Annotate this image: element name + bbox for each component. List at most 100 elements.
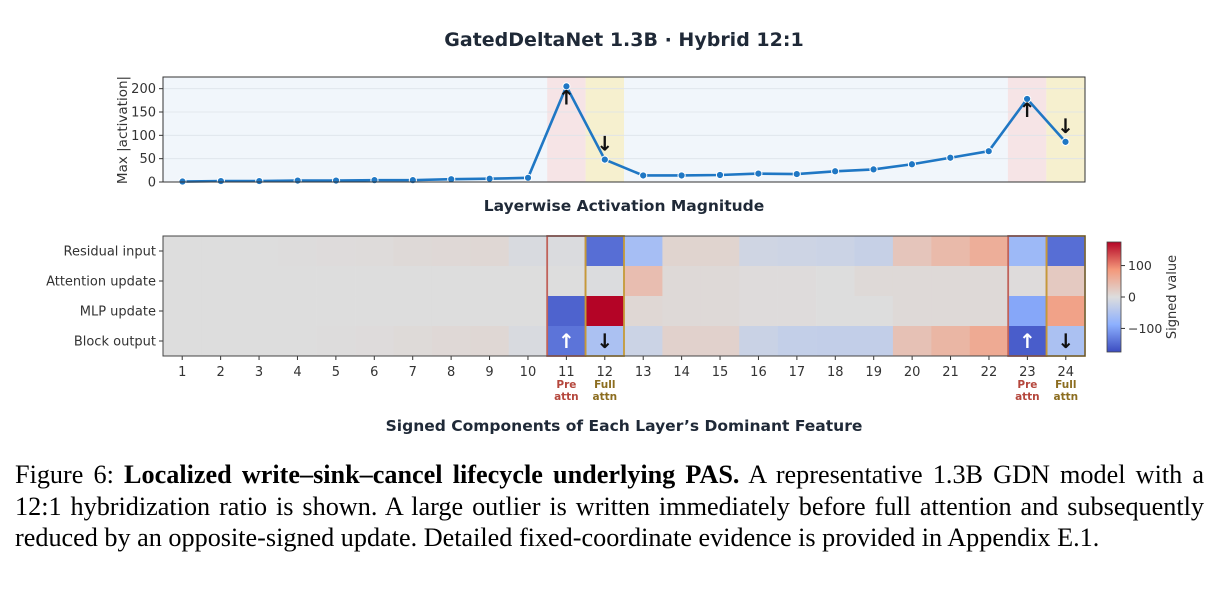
data-point xyxy=(370,176,379,185)
data-point xyxy=(792,169,801,179)
heatmap-cell xyxy=(624,326,663,357)
column-label: 16 xyxy=(750,365,767,380)
heatmap-cell xyxy=(163,266,202,297)
heatmap-cell xyxy=(585,236,625,267)
column-label: 22 xyxy=(981,365,998,380)
column-label: 17 xyxy=(789,365,806,380)
y-tick-label: 150 xyxy=(131,106,156,121)
column-label: 23 xyxy=(1019,365,1036,380)
heatmap-cell xyxy=(201,326,241,357)
data-point xyxy=(523,173,533,182)
top-y-axis-label: Max |activation| xyxy=(115,76,131,184)
heatmap-cell xyxy=(547,266,586,297)
heatmap-cell xyxy=(700,296,740,327)
line-arrow-marker: ↑ xyxy=(1019,98,1036,122)
column-label: 4 xyxy=(293,365,301,380)
full-attn-sublabel: Full attn xyxy=(592,379,617,403)
heatmap-cell xyxy=(892,296,932,327)
heatmap-cell xyxy=(508,266,548,297)
heatmap-cell xyxy=(1046,236,1086,267)
heatmap-cell xyxy=(163,326,202,357)
heatmap-cell xyxy=(777,266,817,297)
heatmap-cell xyxy=(431,266,471,297)
heatmap-cell xyxy=(931,236,971,267)
heatmap-cell xyxy=(547,236,586,267)
heatmap-cell xyxy=(624,296,663,327)
heatmap-cell xyxy=(1008,266,1047,297)
heatmap-cell xyxy=(316,236,356,267)
y-tick-label: 200 xyxy=(131,82,156,97)
heatmap-cell xyxy=(470,296,510,327)
heatmap-cell xyxy=(931,266,971,297)
heatmap-cell xyxy=(969,266,1009,297)
heatmap-cell xyxy=(816,326,855,357)
heatmap-arrow-marker: ↑ xyxy=(1019,329,1036,353)
heatmap-cell xyxy=(508,296,548,327)
heatmap-cell xyxy=(739,266,778,297)
heatmap-cell xyxy=(239,236,279,267)
top-plot-frame xyxy=(162,76,1086,183)
heatmap-cell xyxy=(355,236,394,267)
data-point xyxy=(754,169,763,178)
heatmap-cell xyxy=(355,326,394,357)
heatmap-cell xyxy=(508,326,548,357)
heatmap-cell xyxy=(239,326,279,357)
line-arrow-marker: ↓ xyxy=(1057,114,1074,138)
heatmap-cell xyxy=(854,326,894,357)
column-label: 7 xyxy=(409,365,417,380)
activation-series-line xyxy=(182,83,1067,183)
heatmap-cell xyxy=(547,326,586,357)
data-point xyxy=(677,171,686,180)
heatmap-cell xyxy=(163,296,202,327)
heatmap-cell xyxy=(393,326,433,357)
heatmap-cell xyxy=(470,236,510,267)
data-point xyxy=(562,82,571,91)
column-label: 15 xyxy=(712,365,729,380)
column-label: 14 xyxy=(673,365,690,380)
data-point xyxy=(255,176,264,186)
heatmap-cell xyxy=(1008,296,1047,327)
heatmap-cell xyxy=(816,236,855,267)
heatmap-arrow-marker: ↓ xyxy=(596,329,613,353)
data-point xyxy=(447,175,456,184)
heatmap-cell xyxy=(969,236,1009,267)
column-label: 5 xyxy=(332,365,340,380)
data-point xyxy=(408,176,417,185)
heatmap-cell xyxy=(508,236,548,267)
heatmap-cell xyxy=(355,266,394,297)
heatmap-cell xyxy=(854,266,894,297)
heatmap-cell xyxy=(777,296,817,327)
heatmap-cell xyxy=(931,296,971,327)
heatmap-cell xyxy=(739,326,778,357)
heatmap-cell xyxy=(700,266,740,297)
heatmap-cell xyxy=(700,326,740,357)
column-label: 6 xyxy=(370,365,378,380)
heatmap-cell xyxy=(662,266,702,297)
column-label: 1 xyxy=(178,365,186,380)
column-label: 3 xyxy=(255,365,263,380)
colorbar-tick-label: −100 xyxy=(1128,321,1162,336)
column-label: 10 xyxy=(520,365,537,380)
colorbar-tick-label: 0 xyxy=(1128,290,1136,305)
heatmap-cell xyxy=(239,296,279,327)
data-point xyxy=(600,155,609,164)
data-point xyxy=(1061,137,1070,146)
full-attn-sublabel: Full attn xyxy=(1053,379,1078,403)
figure-canvas: GatedDeltaNet 1.3B · Hybrid 12:1 0501001… xyxy=(46,29,1180,435)
heatmap-cell xyxy=(700,236,740,267)
heatmap-cell xyxy=(201,236,241,267)
heatmap-cell xyxy=(624,236,663,267)
y-tick-label: 50 xyxy=(139,152,156,167)
colorbar-gradient xyxy=(1106,241,1122,353)
figure-title: GatedDeltaNet 1.3B · Hybrid 12:1 xyxy=(444,29,803,51)
heatmap-cell xyxy=(585,326,625,357)
data-point xyxy=(293,176,302,185)
caption-label: Figure 6: xyxy=(15,460,114,489)
row-label: Attention update xyxy=(46,275,156,290)
heatmap-cell xyxy=(624,266,663,297)
column-label: 9 xyxy=(485,365,493,380)
heatmap-cell xyxy=(662,296,702,327)
column-label: 2 xyxy=(216,365,224,380)
heatmap-cell xyxy=(585,266,625,297)
line-arrow-marker: ↑ xyxy=(558,85,575,109)
